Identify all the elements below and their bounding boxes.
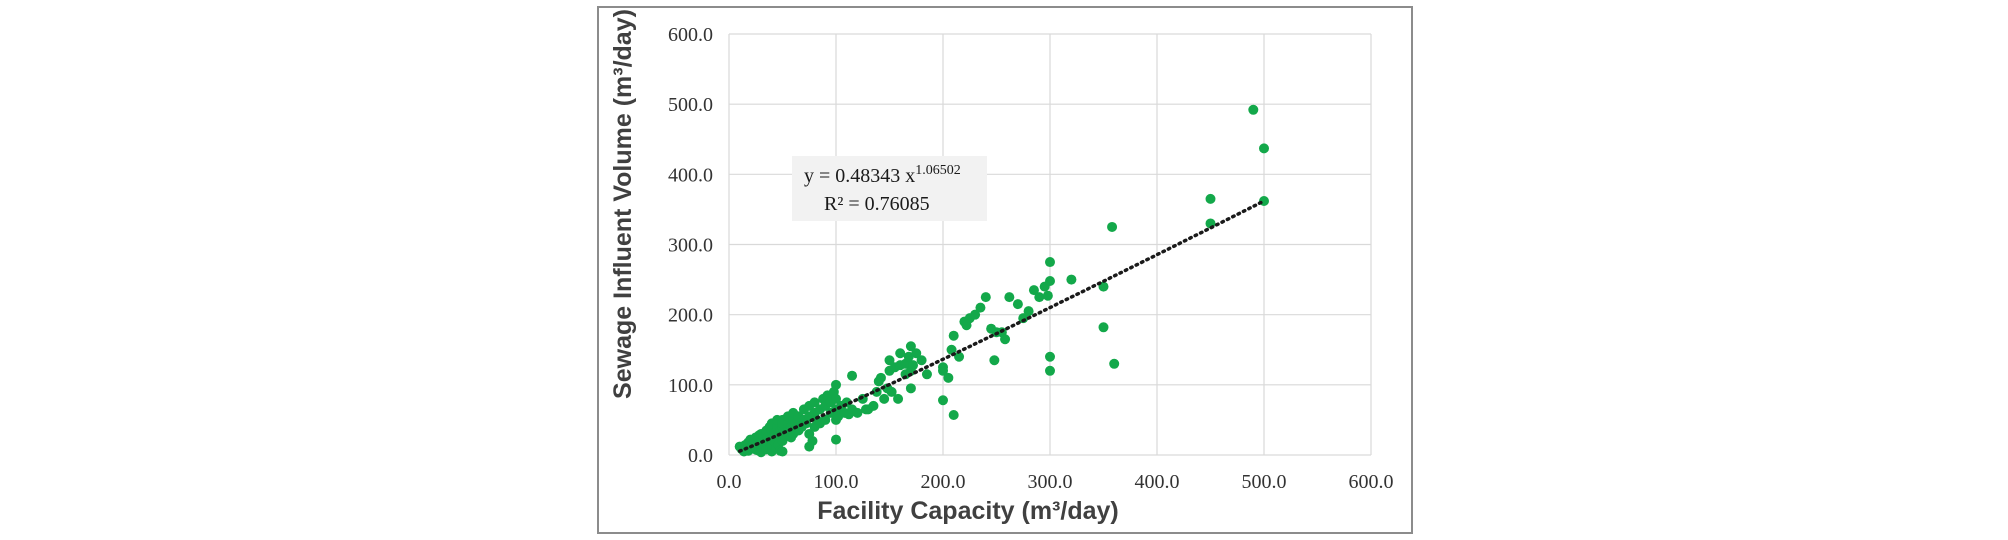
data-point	[895, 348, 906, 359]
trendline-equation: y = 0.48343 x1.06502	[804, 163, 961, 187]
equation-background	[792, 156, 987, 221]
data-point	[943, 372, 954, 383]
data-point	[916, 355, 927, 366]
data-point	[1248, 104, 1259, 115]
data-point	[1045, 257, 1055, 268]
data-point	[1012, 299, 1023, 310]
x-tick-labels: 0.0 100.0 200.0 300.0 400.0 500.0 600.0	[717, 471, 1394, 493]
data-point	[1107, 221, 1118, 232]
x-tick-label: 100.0	[814, 471, 859, 493]
x-tick-label: 300.0	[1028, 471, 1073, 493]
data-point	[948, 410, 959, 421]
data-point	[954, 351, 965, 362]
y-tick-label: 200.0	[668, 305, 713, 327]
data-point	[820, 414, 831, 425]
x-tick-label: 500.0	[1242, 471, 1287, 493]
y-axis-title: Sewage Influent Volume (m³/day)	[609, 9, 637, 399]
y-tick-label: 500.0	[668, 94, 713, 116]
data-point	[852, 407, 863, 418]
data-point	[807, 435, 818, 446]
data-point	[868, 400, 879, 411]
data-point	[847, 370, 858, 381]
data-point	[831, 379, 841, 390]
r-squared: R² = 0.76085	[824, 193, 930, 215]
y-tick-label: 300.0	[668, 235, 713, 257]
data-point	[903, 351, 914, 362]
y-tick-label: 0.0	[688, 445, 713, 467]
data-point	[908, 360, 919, 371]
x-tick-label: 200.0	[921, 471, 966, 493]
data-point	[809, 397, 820, 408]
data-point	[911, 348, 922, 359]
data-point	[948, 330, 959, 341]
data-point	[1004, 292, 1015, 303]
data-point	[1205, 193, 1216, 204]
data-point	[975, 302, 986, 313]
data-point	[1098, 322, 1109, 333]
chart-frame: 0.0 100.0 200.0 300.0 400.0 500.0 600.0 0.0 100…	[597, 6, 1413, 534]
data-point	[777, 446, 788, 457]
data-point	[989, 355, 1000, 366]
data-point	[831, 434, 841, 445]
data-point	[893, 393, 904, 404]
equation-exponent: 1.06502	[915, 163, 961, 178]
data-point	[921, 369, 932, 380]
data-point	[1045, 365, 1055, 376]
y-tick-label: 100.0	[668, 375, 713, 397]
trendline	[737, 199, 1266, 453]
data-point	[1023, 306, 1034, 317]
data-point	[905, 383, 916, 394]
x-tick-label: 600.0	[1349, 471, 1394, 493]
equation-box: y = 0.48343 x1.06502 R² = 0.76085	[792, 156, 987, 221]
y-tick-labels: 0.0 100.0 200.0 300.0 400.0 500.0 600.0	[668, 24, 713, 467]
data-point	[1034, 292, 1045, 303]
data-point	[1066, 274, 1077, 285]
data-point	[1109, 358, 1120, 369]
data-point	[886, 386, 897, 397]
data-point	[831, 393, 841, 404]
data-point	[938, 362, 948, 373]
data-point	[884, 355, 895, 366]
data-point	[879, 393, 890, 404]
x-tick-label: 0.0	[717, 471, 742, 493]
data-point	[1259, 143, 1269, 154]
data-point	[1042, 290, 1053, 301]
equation-base: y = 0.48343 x	[804, 165, 915, 187]
data-point	[970, 309, 981, 320]
scatter-chart: 0.0 100.0 200.0 300.0 400.0 500.0 600.0 0.0 100…	[609, 9, 1394, 525]
x-axis-title: Facility Capacity (m³/day)	[817, 497, 1118, 525]
data-point	[980, 292, 991, 303]
x-tick-label: 400.0	[1135, 471, 1180, 493]
data-point	[1028, 285, 1039, 296]
data-point	[1045, 275, 1055, 286]
data-point	[938, 395, 948, 406]
data-point	[1045, 351, 1055, 362]
y-tick-label: 400.0	[668, 164, 713, 186]
data-point	[905, 341, 916, 352]
data-point	[875, 372, 886, 383]
y-tick-label: 600.0	[668, 24, 713, 46]
data-point	[1000, 334, 1011, 345]
